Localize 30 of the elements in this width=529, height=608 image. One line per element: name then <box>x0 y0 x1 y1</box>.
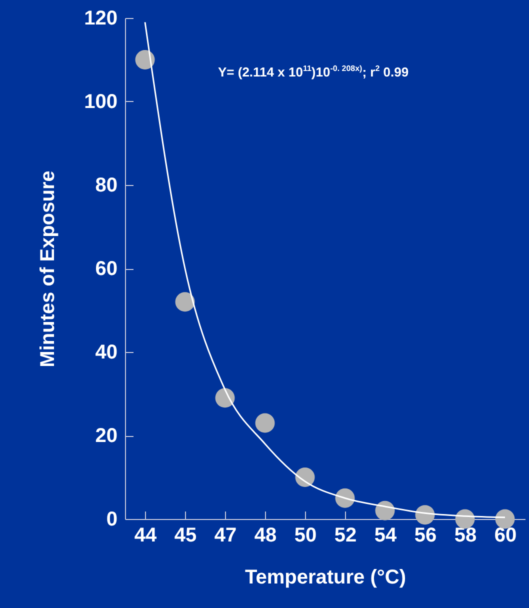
x-tick-label: 52 <box>334 524 357 546</box>
point <box>295 468 315 487</box>
x-tick-label: 58 <box>454 524 477 546</box>
y-axis-title: Minutes of Exposure <box>37 170 60 368</box>
x-tick-label: 60 <box>494 524 517 546</box>
x-tick-label: 54 <box>374 524 398 546</box>
point <box>335 488 355 508</box>
y-tick-label: 0 <box>106 508 118 530</box>
y-tick-label: 120 <box>84 8 118 30</box>
point <box>215 388 235 408</box>
x-tick-label: 50 <box>294 524 317 546</box>
y-tick-label: 80 <box>95 174 118 196</box>
point <box>255 413 275 433</box>
y-tick-label: 100 <box>84 91 118 113</box>
point <box>375 500 395 520</box>
point <box>415 505 435 525</box>
x-axis-title: Temperature (°C) <box>245 566 406 588</box>
point <box>495 509 515 529</box>
annotation: Y= (2.114 x 10$^{11}$)10$^{-0. 208x)}$; r$^{2}$ 0.99 <box>218 64 409 80</box>
x-tick-label: 45 <box>174 524 197 546</box>
x-tick-label: 47 <box>214 524 237 546</box>
y-tick-label: 20 <box>95 425 118 447</box>
point <box>175 292 195 312</box>
point <box>455 509 475 529</box>
x-tick-label: 48 <box>254 524 277 546</box>
x-tick-label: 44 <box>134 524 158 546</box>
point <box>135 50 155 70</box>
x-tick-label: 56 <box>414 524 437 546</box>
y-tick-label: 60 <box>95 258 118 280</box>
y-tick-label: 40 <box>95 342 118 364</box>
